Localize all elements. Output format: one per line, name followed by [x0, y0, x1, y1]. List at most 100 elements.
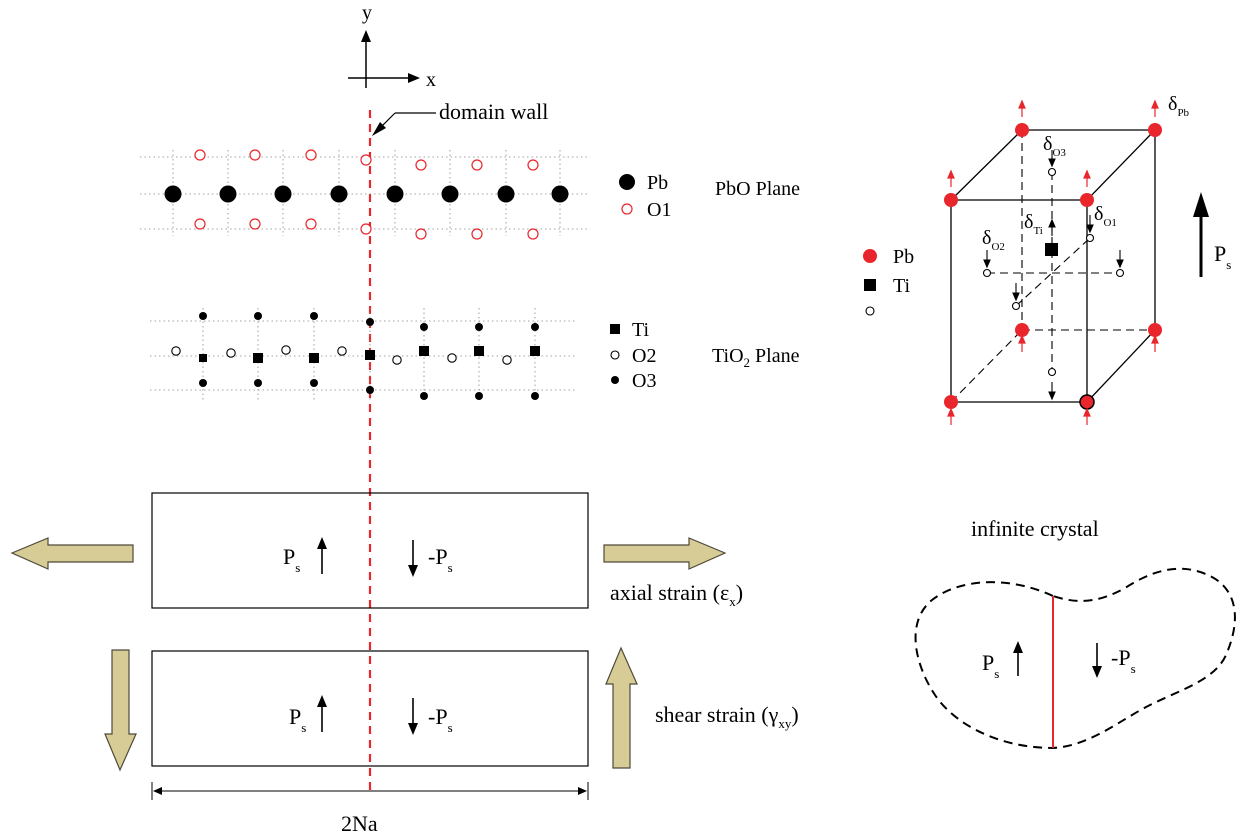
o2-legend-marker	[610, 350, 620, 360]
o1-atom	[305, 218, 317, 230]
o3-legend-label: O3	[632, 370, 656, 392]
o1-atom	[305, 149, 317, 161]
o3-atom	[420, 392, 428, 400]
o1-legend-marker	[621, 203, 633, 215]
ti-atom	[365, 350, 375, 360]
pbo-plane-atoms	[164, 149, 569, 240]
ti-atom	[1045, 243, 1058, 256]
o2-atom	[502, 355, 512, 365]
o1-atom	[249, 218, 261, 230]
o1-atom	[194, 149, 206, 161]
pb-atom	[551, 185, 569, 203]
ti-atom	[530, 346, 540, 356]
ti-atom	[253, 353, 263, 363]
o3-atom	[366, 318, 374, 326]
pb-legend-marker	[619, 174, 635, 190]
o1-atom	[249, 149, 261, 161]
o2-atom	[337, 346, 347, 356]
axial-strain-label: axial strain (εx)	[610, 580, 743, 609]
axial-strain-box	[151, 492, 589, 609]
delta-o3-label: δO3	[1043, 133, 1066, 159]
domain-wall: domain wall	[368, 99, 548, 790]
axial-strain-panel: Ps -Ps axial strain (εx)	[10, 492, 743, 609]
o1-atom	[360, 223, 372, 235]
pb-atom	[164, 185, 182, 203]
ti-legend-marker	[610, 324, 620, 334]
pb-atom	[497, 185, 515, 203]
o1-atom	[360, 154, 372, 166]
ti-atom	[309, 353, 319, 363]
up-shear-arrow	[605, 646, 638, 769]
o3-atom	[366, 386, 374, 394]
polarization-arrow-icon	[1193, 192, 1209, 277]
o3-atom	[531, 323, 539, 331]
unit-cell-ti-label: Ti	[893, 275, 911, 297]
o3-atom	[475, 323, 483, 331]
delta-ti-label: δTi	[1024, 211, 1043, 237]
o1-legend-label: O1	[647, 199, 671, 221]
pbo-plane-grid	[140, 150, 588, 236]
up-arrow-icon	[317, 537, 327, 574]
pb-atom	[441, 185, 459, 203]
delta-pb-label: δPb	[1168, 93, 1190, 119]
o3-atom	[531, 392, 539, 400]
down-arrow-icon	[408, 698, 418, 735]
ps-label-axial: Ps	[283, 544, 300, 575]
x-axis-label: x	[426, 69, 436, 91]
ti-atom	[199, 354, 207, 362]
o3-atom	[310, 379, 318, 387]
unit-cell-hidden-edges	[950, 130, 1155, 403]
crystal-ps-label: Ps	[982, 650, 999, 681]
crystal-boundary	[914, 567, 1236, 750]
unit-cell-pb-label: Pb	[893, 246, 914, 268]
o3-atom	[254, 312, 262, 320]
pb-atom	[219, 185, 237, 203]
ti-atom	[419, 346, 429, 356]
o-atoms	[982, 167, 1125, 377]
o-displacement-arrows	[983, 150, 1124, 401]
width-label: 2Na	[341, 811, 378, 836]
pb-atom	[274, 185, 292, 203]
tio2-plane-label: TiO2 Plane	[712, 345, 800, 370]
neg-ps-label-axial: -Ps	[428, 544, 453, 575]
pb-atom	[330, 185, 348, 203]
o2-atom	[392, 355, 402, 365]
o1-atom	[415, 228, 427, 240]
down-arrow-icon	[408, 540, 418, 577]
y-axis-label: y	[362, 2, 372, 24]
pb-atom	[386, 185, 404, 203]
unit-cell: δPb δO3 δTi δO1 δO2 Ps	[944, 93, 1231, 425]
pb-red-legend-marker	[863, 249, 877, 263]
ti-square-legend-marker	[864, 279, 876, 291]
unit-cell-ps-label: Ps	[1214, 241, 1231, 272]
width-dimension: 2Na	[151, 782, 589, 836]
shear-strain-panel: Ps -Ps shear strain (γxy)	[104, 646, 799, 772]
o3-atom	[199, 379, 207, 387]
left-pull-arrow	[10, 537, 134, 570]
coordinate-axes: y x	[348, 2, 436, 91]
pbo-plane-label: PbO Plane	[715, 178, 800, 200]
ps-label-shear: Ps	[289, 704, 306, 735]
neg-ps-label-shear: -Ps	[428, 704, 453, 735]
ti-legend-label: Ti	[632, 319, 650, 341]
pb-atoms	[944, 123, 1162, 410]
o2-legend-label: O2	[632, 345, 656, 367]
right-pull-arrow	[603, 537, 727, 570]
o2-atom	[226, 348, 236, 358]
down-shear-arrow	[104, 649, 137, 772]
crystal-neg-ps-label: -Ps	[1111, 645, 1136, 676]
o3-atom	[254, 379, 262, 387]
o3-atom	[199, 312, 207, 320]
domain-wall-label: domain wall	[439, 99, 548, 124]
o1-atom	[471, 159, 483, 171]
delta-o1-label: δO1	[1094, 203, 1117, 229]
o1-atom	[527, 159, 539, 171]
o3-atom	[420, 323, 428, 331]
o-open-legend-marker	[865, 306, 875, 316]
pbo-legend: Pb O1 PbO Plane	[619, 172, 800, 221]
unit-cell-legend: Pb Ti	[863, 246, 914, 316]
pb-displacement-arrows	[947, 99, 1159, 425]
o2-atom	[171, 346, 181, 356]
o1-atom	[471, 228, 483, 240]
up-arrow-icon	[1013, 641, 1023, 676]
